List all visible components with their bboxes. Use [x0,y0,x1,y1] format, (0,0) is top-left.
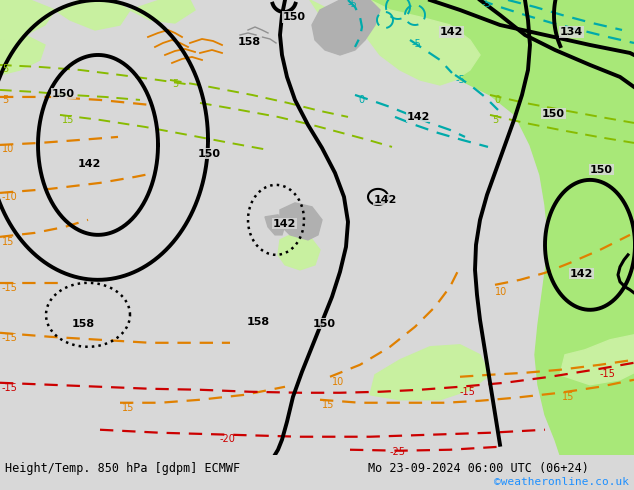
Text: Height/Temp. 850 hPa [gdpm] ECMWF: Height/Temp. 850 hPa [gdpm] ECMWF [5,462,240,475]
Text: -10: -10 [2,192,18,202]
Text: 158: 158 [72,319,95,329]
Text: 10: 10 [332,377,344,387]
Text: 150: 150 [52,89,75,99]
Text: 10: 10 [495,287,507,297]
Text: -15: -15 [2,283,18,293]
Polygon shape [430,0,634,45]
Polygon shape [370,0,634,455]
Text: ©weatheronline.co.uk: ©weatheronline.co.uk [494,477,629,487]
Text: 15: 15 [2,237,15,247]
Polygon shape [130,0,195,23]
Text: 158: 158 [238,37,261,47]
Text: 134: 134 [560,27,583,37]
Text: -5: -5 [482,0,492,9]
Text: -5: -5 [412,39,422,49]
Text: 5: 5 [2,64,8,74]
Text: 150: 150 [198,149,221,159]
Text: -5: -5 [348,0,358,9]
Polygon shape [0,0,55,40]
Polygon shape [370,345,490,400]
Text: 142: 142 [570,269,593,279]
Text: 142: 142 [273,219,296,229]
Text: -15: -15 [600,369,616,379]
Text: 158: 158 [247,317,270,327]
Polygon shape [0,35,45,75]
Polygon shape [265,215,285,235]
Polygon shape [280,203,322,240]
Text: -15: -15 [460,387,476,397]
Text: 0: 0 [494,95,500,105]
Text: 142: 142 [78,159,101,169]
Text: 0: 0 [358,95,364,105]
Polygon shape [360,0,480,85]
Text: 150: 150 [313,319,336,329]
Polygon shape [310,0,430,25]
Text: 10: 10 [2,144,14,154]
Polygon shape [560,335,634,385]
Text: -20: -20 [220,434,236,444]
Text: 142: 142 [407,112,430,122]
Polygon shape [312,0,380,55]
Text: 15: 15 [62,115,74,125]
Text: 150: 150 [590,165,613,175]
Text: 5: 5 [2,95,8,105]
Text: 142: 142 [440,27,463,37]
Text: 150: 150 [283,12,306,22]
Text: 5: 5 [492,115,498,125]
Text: -25: -25 [390,447,406,457]
Text: -15: -15 [2,333,18,343]
Text: 15: 15 [322,400,334,410]
Polygon shape [278,233,320,270]
Text: 142: 142 [374,195,398,205]
Text: 5: 5 [172,79,178,89]
Text: 150: 150 [542,109,565,119]
Text: 15: 15 [562,392,574,402]
Text: Mo 23-09-2024 06:00 UTC (06+24): Mo 23-09-2024 06:00 UTC (06+24) [368,462,588,475]
Text: -15: -15 [2,383,18,393]
Text: -5: -5 [456,75,466,85]
Text: 15: 15 [122,403,134,413]
Polygon shape [55,0,130,30]
